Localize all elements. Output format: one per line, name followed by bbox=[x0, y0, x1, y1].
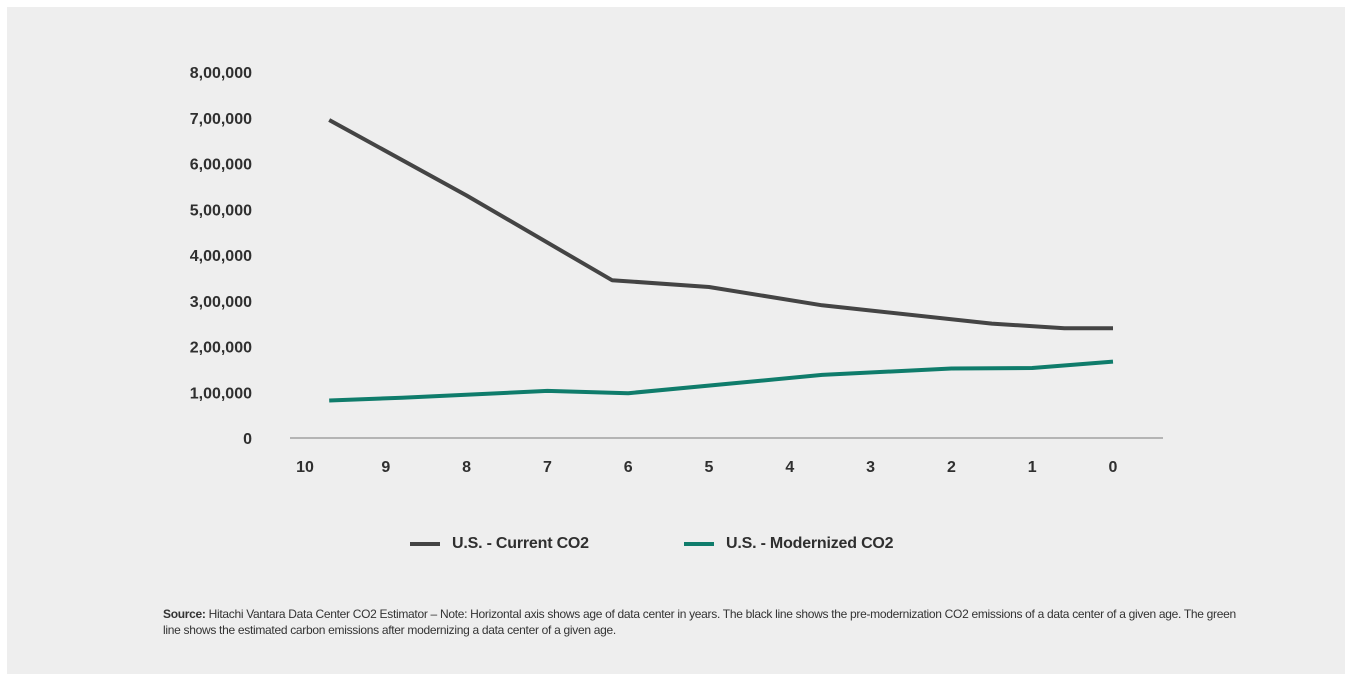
x-tick-label: 1 bbox=[1028, 459, 1037, 476]
x-tick-label: 5 bbox=[705, 459, 714, 476]
x-tick-label: 8 bbox=[462, 459, 471, 476]
x-tick-label: 7 bbox=[543, 459, 552, 476]
series-lines bbox=[328, 118, 1114, 403]
source-text: Hitachi Vantara Data Center CO2 Estimato… bbox=[163, 607, 1236, 637]
y-tick-label: 1,00,000 bbox=[190, 385, 252, 402]
x-tick-label: 3 bbox=[866, 459, 875, 476]
source-label: Source: bbox=[163, 607, 206, 621]
series-line-modernized bbox=[329, 359, 1114, 403]
y-tick-label: 0 bbox=[243, 431, 252, 448]
x-tick-label: 6 bbox=[624, 459, 633, 476]
y-tick-label: 2,00,000 bbox=[190, 340, 252, 357]
x-axis: 10 9 8 7 6 5 4 3 2 1 0 bbox=[296, 459, 1117, 476]
y-tick-label: 5,00,000 bbox=[190, 202, 252, 219]
legend-item-current: U.S. - Current CO2 bbox=[410, 532, 589, 556]
y-tick-label: 3,00,000 bbox=[190, 294, 252, 311]
legend-item-modernized: U.S. - Modernized CO2 bbox=[684, 532, 894, 556]
x-tick-label: 4 bbox=[785, 459, 794, 476]
legend: U.S. - Current CO2 U.S. - Modernized CO2 bbox=[0, 532, 1352, 556]
x-tick-label: 0 bbox=[1109, 459, 1118, 476]
legend-swatch-modernized bbox=[684, 542, 714, 546]
legend-label-current: U.S. - Current CO2 bbox=[452, 535, 589, 552]
x-tick-label: 2 bbox=[947, 459, 956, 476]
x-tick-label: 10 bbox=[296, 459, 314, 476]
y-tick-label: 4,00,000 bbox=[190, 248, 252, 265]
x-tick-label: 9 bbox=[381, 459, 390, 476]
legend-label-modernized: U.S. - Modernized CO2 bbox=[726, 535, 894, 552]
y-tick-label: 6,00,000 bbox=[190, 157, 252, 174]
y-tick-label: 8,00,000 bbox=[190, 65, 252, 82]
legend-swatch-current bbox=[410, 542, 440, 546]
y-axis: 0 1,00,000 2,00,000 3,00,000 4,00,000 5,00,00… bbox=[190, 65, 252, 448]
source-note: Source: Hitachi Vantara Data Center CO2 … bbox=[163, 606, 1243, 638]
y-tick-label: 7,00,000 bbox=[190, 111, 252, 128]
chart-panel bbox=[7, 7, 1345, 674]
series-line-current bbox=[328, 118, 1113, 331]
